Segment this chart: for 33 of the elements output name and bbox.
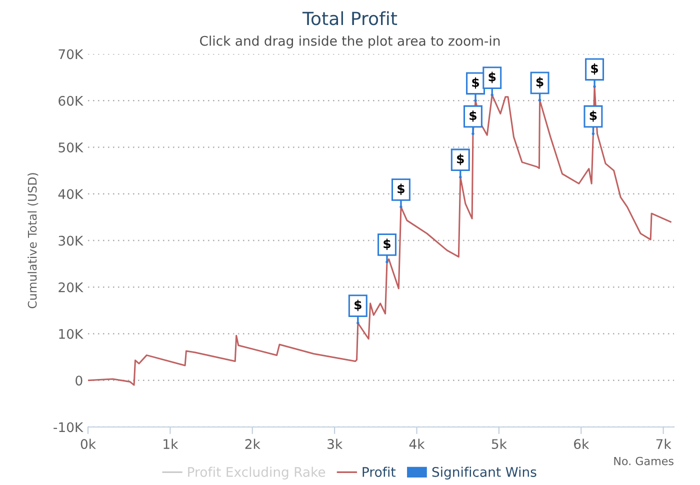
y-tick-label: 70K	[58, 49, 84, 60]
x-tick-label: 0k	[80, 438, 96, 450]
legend-label: Profit	[362, 466, 396, 477]
data-label: $	[354, 300, 362, 312]
x-tick-label: 3k	[328, 438, 343, 450]
data-label: $	[398, 184, 404, 195]
y-tick-label: 30K	[58, 236, 84, 246]
data-label: $	[488, 72, 496, 84]
data-label: $	[457, 154, 464, 166]
y-tick-label: 60K	[58, 96, 84, 106]
data-label: $	[590, 110, 597, 122]
x-tick-label: 2k	[245, 438, 260, 449]
y-tick-label: 50K	[58, 142, 84, 152]
data-label: $	[384, 238, 390, 250]
data-label: $	[472, 77, 480, 89]
y-tick-label: 40K	[58, 189, 84, 200]
chart-title: Total Profit	[302, 11, 398, 26]
x-tick-label: 6k	[574, 438, 590, 450]
x-tick-label: 7k	[656, 438, 672, 449]
data-label: $	[591, 63, 598, 75]
y-tick-label: 10K	[59, 328, 84, 339]
x-tick-label: 1k	[164, 438, 178, 449]
data-label: $	[470, 110, 476, 122]
x-tick-label: 4k	[409, 438, 425, 449]
y-tick-label: 0	[76, 376, 82, 386]
chart-subtitle: Click and drag inside the plot area to zoom-in	[200, 36, 500, 48]
y-tick-label: -10K	[54, 422, 84, 432]
y-tick-label: 20K	[58, 282, 84, 292]
legend-label: Significant Wins	[432, 466, 536, 480]
x-tick-label: 5k	[492, 438, 507, 450]
y-axis-title: Cumulative Total (USD)	[28, 173, 38, 308]
data-label: $	[536, 76, 544, 88]
x-axis-title: No. Games	[614, 456, 674, 466]
